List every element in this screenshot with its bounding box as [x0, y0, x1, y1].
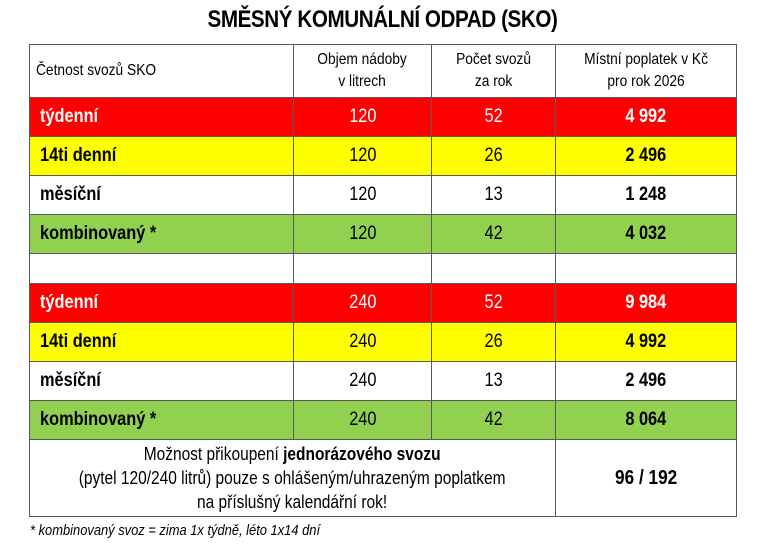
- volume-cell: 120: [293, 97, 432, 137]
- spacer-cell: [555, 253, 737, 284]
- count-cell: 26: [431, 322, 556, 362]
- count-cell: 52: [431, 283, 556, 323]
- spacer-row: [29, 253, 737, 284]
- spacer-cell: [431, 253, 556, 284]
- volume-cell: 120: [293, 214, 432, 254]
- volume-cell: 120: [293, 136, 432, 176]
- count-cell: 42: [431, 214, 556, 254]
- volume-cell: 240: [293, 283, 432, 323]
- frequency-cell: měsíční: [29, 175, 294, 215]
- header-frequency: Četnost svozů SKO: [29, 44, 294, 98]
- table-row: kombinovaný * 120 42 4 032: [29, 214, 737, 254]
- fee-cell: 9 984: [555, 283, 737, 323]
- table-header-row: Četnost svozů SKO Objem nádoby v litrech …: [29, 44, 737, 98]
- spacer-cell: [29, 253, 294, 284]
- table-row: týdenní 240 52 9 984: [29, 283, 737, 323]
- one-time-pickup-row: Možnost přikoupení jednorázového svozu (…: [29, 439, 737, 517]
- volume-cell: 240: [293, 322, 432, 362]
- fee-cell: 4 032: [555, 214, 737, 254]
- count-cell: 52: [431, 97, 556, 137]
- count-cell: 13: [431, 175, 556, 215]
- table-row: měsíční 240 13 2 496: [29, 361, 737, 401]
- frequency-cell: 14ti denní: [29, 322, 294, 362]
- volume-cell: 240: [293, 400, 432, 440]
- table-row: 14ti denní 120 26 2 496: [29, 136, 737, 176]
- count-cell: 42: [431, 400, 556, 440]
- volume-cell: 240: [293, 361, 432, 401]
- one-time-pickup-note: Možnost přikoupení jednorázového svozu (…: [29, 439, 556, 517]
- header-fee: Místní poplatek v Kč pro rok 2026: [555, 44, 737, 98]
- one-time-pickup-price: 96 / 192: [555, 439, 737, 517]
- frequency-cell: týdenní: [29, 97, 294, 137]
- header-count: Počet svozů za rok: [431, 44, 556, 98]
- table-row: měsíční 120 13 1 248: [29, 175, 737, 215]
- count-cell: 13: [431, 361, 556, 401]
- frequency-cell: kombinovaný *: [29, 214, 294, 254]
- fee-cell: 4 992: [555, 322, 737, 362]
- header-volume: Objem nádoby v litrech: [293, 44, 432, 98]
- fee-cell: 2 496: [555, 136, 737, 176]
- fee-cell: 1 248: [555, 175, 737, 215]
- footnote: * kombinovaný svoz = zima 1x týdně, léto…: [30, 522, 321, 539]
- fee-table: Četnost svozů SKO Objem nádoby v litrech …: [29, 44, 737, 517]
- frequency-cell: kombinovaný *: [29, 400, 294, 440]
- table-row: týdenní 120 52 4 992: [29, 97, 737, 137]
- frequency-cell: 14ti denní: [29, 136, 294, 176]
- spacer-cell: [293, 253, 432, 284]
- count-cell: 26: [431, 136, 556, 176]
- table-row: kombinovaný * 240 42 8 064: [29, 400, 737, 440]
- volume-cell: 120: [293, 175, 432, 215]
- table-row: 14ti denní 240 26 4 992: [29, 322, 737, 362]
- frequency-cell: měsíční: [29, 361, 294, 401]
- fee-cell: 8 064: [555, 400, 737, 440]
- fee-cell: 4 992: [555, 97, 737, 137]
- frequency-cell: týdenní: [29, 283, 294, 323]
- fee-cell: 2 496: [555, 361, 737, 401]
- page-title: SMĚSNÝ KOMUNÁLNÍ ODPAD (SKO): [207, 6, 558, 33]
